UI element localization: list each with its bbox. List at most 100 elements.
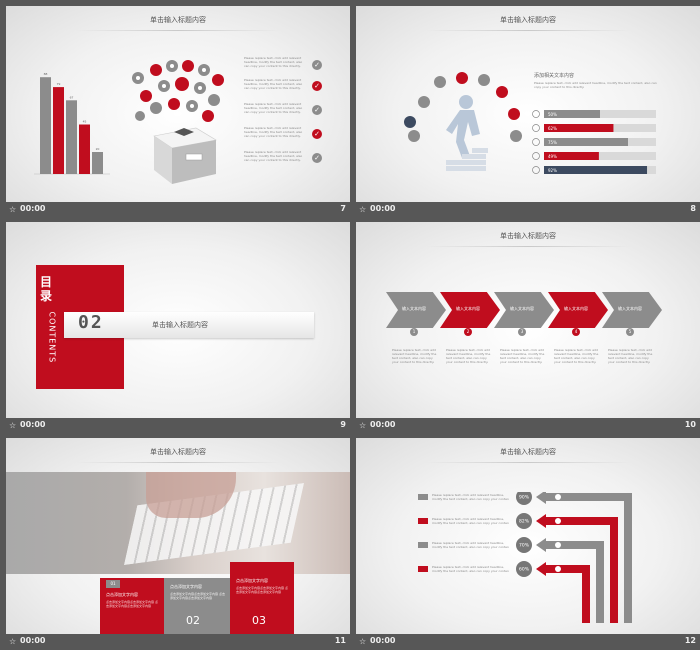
chart-subtitle: 添加相关文本内容	[534, 73, 575, 79]
slide-thumb-11[interactable]: 单击输入标题内容 01 点击添加文字内容 点击添加文字内容点击添加文字内容 点击…	[6, 438, 350, 650]
progress-bars: 50% 62% 75% 49% 92%	[532, 110, 656, 174]
row-text: modify the text content, also can copy y…	[432, 545, 509, 549]
arrow-progress-chart: Please replace text, click add relevant …	[418, 492, 632, 623]
divider	[426, 462, 630, 463]
slide-timing: 00:00	[20, 420, 46, 429]
slide-canvas: 单击输入标题内容 Please replace text, click add …	[356, 438, 700, 634]
list-item-text: Please replace text, click add relevant …	[244, 56, 303, 68]
slide-number: 9	[340, 420, 346, 429]
slide-number: 11	[334, 636, 346, 645]
divider	[426, 30, 630, 31]
step-description: Please replace text, click add relevant …	[554, 348, 599, 364]
chart-bar	[92, 152, 103, 174]
percent-value: 90%	[519, 495, 530, 501]
process-step-label: 输入文本内容	[402, 306, 426, 311]
step-description: Please replace text, click add relevant …	[392, 348, 437, 364]
slide-canvas: 单击输入标题内容 添加相关文本内容 Please replace text, c…	[356, 6, 700, 202]
progress-value: 75%	[548, 140, 557, 145]
percent-value: 82%	[519, 519, 530, 525]
progress-fill	[544, 152, 599, 160]
bar-value-label: 79	[57, 82, 61, 86]
keyboard-photo	[6, 472, 350, 574]
arrow-column	[596, 541, 604, 623]
row-icon	[532, 124, 540, 132]
step-number-badge: 4	[572, 328, 580, 336]
process-step-label: 输入文本内容	[618, 306, 642, 311]
arrow-band	[536, 514, 618, 528]
arrow-band	[536, 562, 590, 576]
row-icon	[532, 138, 540, 146]
slide-title: 单击输入标题内容	[150, 16, 206, 24]
bar-value-label: 45	[83, 120, 87, 124]
step-number-badge: 3	[518, 328, 526, 336]
progress-fill	[544, 110, 600, 118]
progress-fill	[544, 138, 628, 146]
row-marker	[418, 518, 428, 524]
slide-timing: 00:00	[370, 636, 396, 645]
box-number: 02	[186, 614, 200, 627]
check-icon: ✓	[312, 153, 322, 163]
slide-canvas: 单击输入标题内容 01 点击添加文字内容 点击添加文字内容点击添加文字内容 点击…	[6, 438, 350, 634]
row-icon	[555, 518, 561, 524]
percent-badge	[516, 492, 532, 505]
percent-value: 60%	[519, 567, 530, 573]
star-icon: ☆	[9, 205, 17, 214]
bar-value-label: 20	[96, 147, 100, 151]
slide-canvas: 目录 CONTENTS 02 单击输入标题内容	[6, 222, 350, 418]
list-item-text: Please replace text, click add relevant …	[244, 78, 303, 90]
star-icon: ☆	[359, 205, 367, 214]
slide-title: 单击输入标题内容	[500, 16, 556, 24]
slide-title: 单击输入标题内容	[150, 448, 206, 456]
check-icon: ✓	[312, 129, 322, 139]
row-marker	[418, 566, 428, 572]
contents-heading-en: CONTENTS	[47, 311, 57, 364]
row-icon	[555, 566, 561, 572]
slide-timing: 00:00	[370, 420, 396, 429]
check-icon: ✓	[312, 105, 322, 115]
progress-fill	[544, 166, 648, 174]
star-icon: ☆	[9, 421, 17, 430]
divider	[426, 246, 630, 247]
process-step-label: 输入文本内容	[456, 306, 480, 311]
row-text: modify the text content, also can copy y…	[432, 497, 509, 501]
slide-number: 8	[690, 204, 696, 213]
slide-thumb-10[interactable]: 单击输入标题内容 输入文本内容 输入文本内容 输入文本内容 输入文本内容 输入文…	[356, 222, 700, 434]
row-icon	[532, 152, 540, 160]
contents-heading: 目录	[40, 275, 53, 303]
icon-cloud-illustration	[132, 60, 224, 184]
slide-thumb-7[interactable]: 单击输入标题内容 88 79 67 45 20 Please replace text,…	[6, 6, 350, 218]
slide-title: 单击输入标题内容	[500, 448, 556, 456]
star-icon: ☆	[9, 637, 17, 646]
slide-number: 7	[340, 204, 346, 213]
row-text: Please replace text, click add relevant …	[432, 565, 504, 569]
check-icon: ✓	[312, 60, 322, 70]
slide-thumb-12[interactable]: 单击输入标题内容 Please replace text, click add …	[356, 438, 700, 650]
slide-caption: ☆ 00:00 9	[6, 418, 350, 434]
bar-value-label: 88	[44, 72, 48, 76]
box-text: 点击添加文字内容点击添加文字内容 点击添加文字内容点击添加文字内容	[170, 592, 225, 600]
slide-caption: ☆ 00:00 11	[6, 634, 350, 650]
percent-badge	[516, 513, 532, 529]
slide-thumb-8[interactable]: 单击输入标题内容 添加相关文本内容 Please replace text, c…	[356, 6, 700, 218]
slide-thumb-9[interactable]: 目录 CONTENTS 02 单击输入标题内容 ☆ 00:00 9	[6, 222, 350, 434]
progress-value: 62%	[548, 126, 557, 131]
section-number: 02	[78, 312, 104, 333]
slide-number: 10	[684, 420, 696, 429]
list-item-text: Please replace text, click add relevant …	[244, 102, 303, 114]
percent-badge	[516, 537, 532, 553]
divider	[76, 462, 280, 463]
arrow-band	[536, 538, 604, 552]
slide-caption: ☆ 00:00 8	[356, 202, 700, 218]
section-banner	[64, 312, 314, 338]
progress-value: 50%	[548, 112, 557, 117]
slide-number: 12	[684, 636, 696, 645]
row-text: Please replace text, click add relevant …	[432, 517, 504, 521]
slide-timing: 00:00	[370, 204, 396, 213]
row-text: modify the text content, also can copy y…	[432, 521, 509, 525]
arrow-column	[582, 565, 590, 623]
content-box: 点击添加文字内容 点击添加文字内容点击添加文字内容 点击添加文字内容点击添加文字…	[164, 578, 230, 634]
chart-description: Please replace text, click add relevant …	[534, 81, 657, 89]
box-heading: 点击添加文字内容	[170, 584, 202, 589]
row-text: Please replace text, click add relevant …	[432, 493, 504, 497]
step-description: Please replace text, click add relevant …	[446, 348, 491, 364]
